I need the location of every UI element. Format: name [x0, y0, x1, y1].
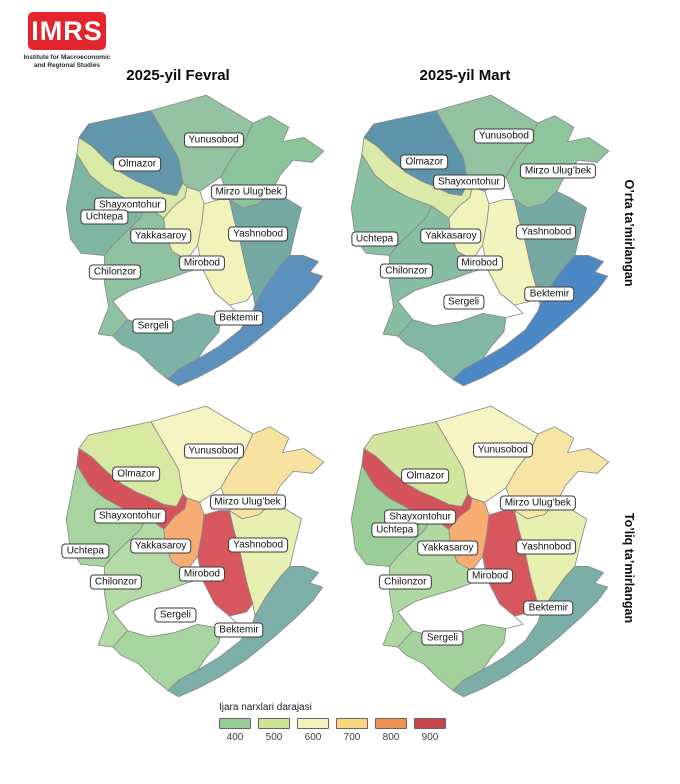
district-label-mirobod: Mirobod: [178, 255, 225, 271]
district-bektemir: [452, 566, 609, 698]
district-label-shayxontohur: Shayxontohur: [433, 174, 505, 190]
district-label-bektemir: Bektemir: [214, 310, 264, 326]
district-label-shayxontohur: Shayxontohur: [93, 508, 166, 524]
map-panel-mart-toliq: Yunusobod Olmazor Mirzo Ulug’bek Shayxontoh…: [347, 403, 612, 703]
district-label-yashnobod: Yashnobod: [516, 224, 577, 240]
legend-item: 600: [297, 718, 329, 743]
legend-item: 400: [219, 718, 251, 743]
legend-swatch: [297, 718, 329, 729]
district-label-sergeli: Sergeli: [421, 630, 463, 646]
district-label-sergeli: Sergeli: [132, 318, 174, 334]
map-panel-mart-orta: Yunusobod Olmazor Mirzo Ulug’bek Shayxontoh…: [347, 92, 612, 392]
legend-swatch: [375, 718, 407, 729]
imrs-logo-caption-line1: Institute for Macroeconomic: [23, 54, 111, 61]
district-label-yakkasaroy: Yakkasaroy: [129, 538, 192, 554]
legend-value-label: 400: [226, 732, 244, 743]
district-label-mirobod: Mirobod: [178, 566, 225, 582]
district-label-mirzo-ulug-bek: Mirzo Ulug’bek: [209, 494, 286, 510]
district-label-olmazor: Olmazor: [401, 468, 450, 484]
district-bektemir: [167, 255, 324, 387]
imrs-logo-caption-line2: and Regional Studies: [33, 62, 101, 69]
district-label-shayxontohur: Shayxontohur: [384, 509, 456, 525]
legend-swatch: [414, 718, 446, 729]
district-label-chilonzor: Chilonzor: [380, 263, 433, 279]
district-label-yunusobod: Yunusobod: [473, 128, 534, 144]
imrs-logo-text: IMRS: [31, 15, 103, 46]
legend-swatch: [258, 718, 290, 729]
district-label-shayxontohur: Shayxontohur: [93, 197, 166, 213]
district-label-sergeli: Sergeli: [154, 607, 196, 623]
district-label-yashnobod: Yashnobod: [228, 537, 289, 553]
legend-swatch: [336, 718, 368, 729]
legend-value-label: 600: [304, 732, 322, 743]
legend: Ijara narxlari darajasi 400 500 600 700 800 9…: [219, 702, 446, 743]
district-label-uchtepa: Uchtepa: [371, 522, 419, 538]
legend-value-label: 800: [382, 732, 400, 743]
legend-item: 700: [336, 718, 368, 743]
legend-item: 900: [414, 718, 446, 743]
district-label-yunusobod: Yunusobod: [472, 442, 533, 458]
district-label-mirobod: Mirobod: [456, 255, 503, 271]
district-label-sergeli: Sergeli: [443, 294, 485, 310]
district-label-uchtepa: Uchtepa: [350, 231, 399, 247]
legend-swatch: [219, 718, 251, 729]
district-label-uchtepa: Uchtepa: [80, 209, 129, 225]
district-label-uchtepa: Uchtepa: [61, 543, 109, 559]
column-title-mart: 2025-yil Mart: [419, 67, 511, 84]
district-label-yunusobod: Yunusobod: [183, 132, 244, 148]
district-label-yakkasaroy: Yakkasaroy: [416, 540, 479, 556]
district-label-yashnobod: Yashnobod: [516, 539, 577, 555]
district-label-chilonzor: Chilonzor: [89, 574, 143, 590]
legend-value-label: 500: [265, 732, 283, 743]
imrs-logo-box: IMRS: [28, 12, 106, 50]
district-label-mirzo-ulug-bek: Mirzo Ulug’bek: [210, 184, 287, 200]
district-label-yunusobod: Yunusobod: [183, 443, 244, 459]
legend-value-label: 900: [421, 732, 439, 743]
district-label-bektemir: Bektemir: [523, 600, 574, 616]
imrs-logo: IMRS Institute for Macroeconomic and Reg…: [20, 12, 114, 70]
district-label-mirzo-ulug-bek: Mirzo Ulug’bek: [519, 163, 597, 179]
district-label-mirzo-ulug-bek: Mirzo Ulug’bek: [499, 495, 576, 511]
row-title-orta-tamirlangan: O’rta ta’mirlangan: [622, 179, 636, 287]
legend-items: 400 500 600 700 800 900: [219, 718, 446, 743]
district-label-chilonzor: Chilonzor: [379, 574, 432, 590]
district-label-olmazor: Olmazor: [112, 466, 161, 482]
district-bektemir: [167, 566, 324, 698]
district-label-olmazor: Olmazor: [113, 156, 162, 172]
column-title-fevral: 2025-yil Fevral: [126, 67, 230, 84]
row-title-toliq-tamirlangan: To’liq ta’mirlangan: [622, 512, 636, 624]
legend-item: 500: [258, 718, 290, 743]
map-panel-fevral-orta: Yunusobod Olmazor Mirzo Ulug’bek Shayxontoh…: [62, 92, 327, 392]
district-label-olmazor: Olmazor: [400, 154, 449, 170]
imrs-logo-caption: Institute for Macroeconomic and Regional…: [20, 54, 114, 70]
district-label-mirobod: Mirobod: [467, 568, 514, 584]
legend-value-label: 700: [343, 732, 361, 743]
district-label-yakkasaroy: Yakkasaroy: [420, 228, 482, 244]
district-label-yakkasaroy: Yakkasaroy: [129, 228, 192, 244]
district-label-bektemir: Bektemir: [214, 622, 264, 638]
legend-title: Ijara narxlari darajasi: [219, 702, 312, 713]
legend-item: 800: [375, 718, 407, 743]
district-label-yashnobod: Yashnobod: [228, 226, 289, 242]
map-panel-fevral-toliq: Yunusobod Olmazor Mirzo Ulug’bek Shayxontoh…: [61, 403, 327, 703]
district-label-chilonzor: Chilonzor: [88, 264, 142, 280]
district-label-bektemir: Bektemir: [524, 286, 575, 302]
